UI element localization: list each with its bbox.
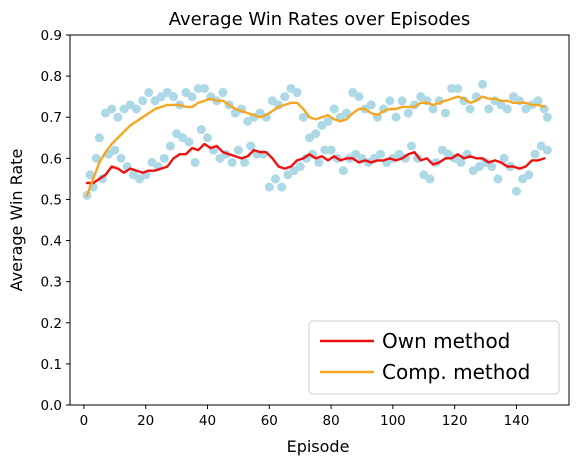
scatter-point — [487, 162, 497, 172]
scatter-point — [138, 96, 148, 106]
y-tick-label: 0.7 — [41, 110, 62, 126]
scatter-point — [502, 104, 512, 114]
y-tick-label: 0.4 — [41, 234, 62, 250]
scatter-point — [465, 104, 475, 114]
scatter-point — [107, 104, 117, 114]
series-line-own-method — [85, 142, 546, 185]
scatter-point — [246, 141, 256, 151]
scatter-point — [453, 83, 463, 93]
scatter-point — [298, 112, 308, 122]
scatter-point — [329, 104, 339, 114]
scatter-point — [116, 153, 126, 163]
scatter-point — [218, 88, 228, 98]
scatter-point — [131, 104, 141, 114]
scatter-point — [264, 182, 274, 192]
scatter-point — [447, 83, 457, 93]
scatter-point — [94, 133, 104, 143]
scatter-point — [499, 153, 509, 163]
scatter-point — [292, 88, 302, 98]
legend-label-comp-method: Comp. method — [382, 360, 530, 384]
scatter-point — [311, 129, 321, 139]
scatter-point — [376, 149, 386, 159]
y-tick-label: 0.3 — [41, 275, 62, 291]
scatter-point — [187, 92, 197, 102]
series-line-comp-method — [85, 95, 546, 197]
legend: Own method Comp. method — [308, 320, 560, 395]
scatter-point — [193, 83, 203, 93]
x-tick-label: 140 — [504, 413, 530, 429]
scatter-point — [203, 133, 212, 143]
y-tick-label: 0.2 — [41, 316, 62, 332]
scatter-point — [542, 112, 552, 122]
x-tick-label: 20 — [137, 413, 154, 429]
scatter-point — [323, 116, 333, 126]
scatter-point — [277, 182, 287, 192]
y-axis: 0.0 0.1 0.2 0.3 0.4 0.5 0.6 0.7 0.8 0.9 — [41, 28, 70, 414]
scatter-point — [184, 137, 194, 147]
scatter-point — [533, 96, 543, 106]
scatter-point — [391, 112, 401, 122]
scatter-point — [440, 108, 450, 118]
scatter-point — [406, 141, 416, 151]
x-tick-label: 80 — [322, 413, 339, 429]
scatter-point — [320, 145, 330, 155]
scatter-point — [199, 83, 209, 93]
legend-box — [308, 320, 560, 395]
x-axis: 0 20 40 60 80 100 120 140 — [80, 405, 530, 429]
scatter-point — [542, 145, 552, 155]
scatter-point — [385, 96, 395, 106]
scatter-point — [85, 170, 95, 180]
scatter-point — [159, 153, 169, 163]
scatter-point — [314, 157, 324, 167]
lines-layer — [85, 95, 546, 197]
scatter-point — [165, 141, 175, 151]
scatter-point — [196, 125, 206, 135]
scatter-point — [425, 174, 435, 184]
x-axis-label: Episode — [287, 437, 350, 456]
scatter-point — [91, 153, 101, 163]
scatter-point — [227, 157, 237, 167]
scatter-point — [397, 96, 407, 106]
scatter-point — [240, 157, 250, 167]
y-tick-label: 0.9 — [41, 28, 62, 44]
chart-title: Average Win Rates over Episodes — [169, 9, 470, 30]
scatter-point — [326, 145, 336, 155]
y-tick-label: 0.6 — [41, 151, 62, 167]
scatter-point — [354, 92, 364, 102]
y-axis-label: Average Win Rate — [7, 149, 26, 292]
scatter-point — [270, 174, 280, 184]
scatter-point — [403, 108, 413, 118]
scatter-point — [493, 174, 503, 184]
scatter-point — [295, 162, 305, 172]
x-tick-label: 120 — [442, 413, 468, 429]
scatter-point — [144, 88, 154, 98]
legend-label-own-method: Own method — [382, 329, 510, 353]
y-tick-label: 0.1 — [41, 357, 62, 373]
scatter-point — [484, 104, 494, 114]
scatter-point — [456, 157, 466, 167]
y-tick-label: 0.8 — [41, 69, 62, 85]
scatter-point — [113, 112, 123, 122]
scatter-point — [169, 92, 179, 102]
scatter-point — [110, 145, 120, 155]
x-tick-label: 60 — [261, 413, 278, 429]
scatter-point — [477, 79, 487, 89]
x-tick-label: 0 — [80, 413, 89, 429]
plot-frame — [69, 34, 570, 406]
y-tick-label: 0.0 — [41, 398, 62, 414]
scatter-point — [280, 92, 290, 102]
scatter-point — [530, 149, 540, 159]
x-tick-label: 40 — [199, 413, 216, 429]
y-tick-label: 0.5 — [41, 192, 62, 208]
scatter-point — [338, 166, 348, 176]
scatter-point — [524, 170, 534, 180]
x-tick-label: 100 — [380, 413, 406, 429]
scatter-point — [511, 186, 521, 196]
scatter-point — [233, 145, 243, 155]
scatter-point — [366, 100, 376, 110]
scatter-point — [190, 157, 200, 167]
scatter-point — [428, 104, 438, 114]
